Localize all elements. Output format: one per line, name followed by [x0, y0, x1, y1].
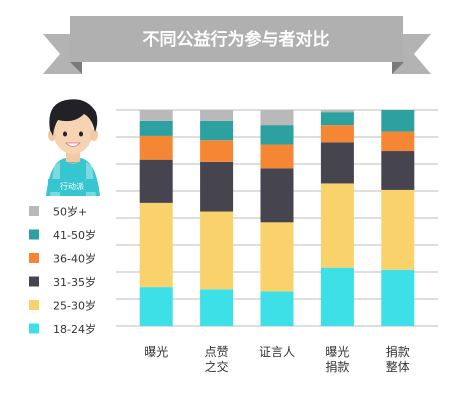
- legend-label: 36-40岁: [53, 252, 96, 266]
- bar-segment-4-series-6: [320, 110, 354, 113]
- bar-segment-1-series-4: [139, 135, 173, 160]
- legend-swatch: [29, 323, 39, 334]
- bar-segment-1-series-6: [139, 110, 173, 121]
- x-tick-label: 曝光: [144, 345, 168, 359]
- bar-segment-5-series-1: [381, 269, 415, 326]
- legend: 50岁+ 41-50岁 36-40岁 31-35岁 25-30岁 18-24岁: [29, 205, 96, 336]
- legend-label: 41-50岁: [53, 228, 96, 242]
- bar-segment-1-series-3: [139, 159, 173, 203]
- title-fold-right: [392, 62, 404, 74]
- bar-segment-2-series-5: [200, 120, 234, 141]
- x-tick-label: 捐款: [386, 345, 410, 359]
- bar-segment-3-series-5: [260, 125, 294, 145]
- legend-label: 18-24岁: [53, 322, 96, 336]
- badge: [48, 179, 96, 192]
- bar-segment-4-series-3: [320, 142, 354, 184]
- bar-segment-5-series-5: [381, 110, 415, 132]
- legend-swatch: [29, 253, 39, 263]
- title-banner: 不同公益行为参与者对比: [43, 16, 431, 74]
- bar-segment-1-series-2: [139, 202, 173, 288]
- legend-swatch: [29, 229, 39, 240]
- x-tick-label: 曝光: [325, 345, 349, 359]
- legend-label: 31-35岁: [53, 275, 96, 289]
- title-fold-left: [70, 62, 82, 74]
- legend-label: 50岁+: [53, 205, 87, 219]
- bar-segment-4-series-5: [320, 112, 354, 126]
- badge-label: 行动派: [60, 181, 84, 191]
- bar-segment-1-series-1: [139, 287, 173, 326]
- x-tick-label: 证言人: [259, 345, 295, 359]
- bars: [139, 110, 415, 326]
- bar-segment-2-series-2: [200, 211, 234, 290]
- bar-segment-2-series-3: [200, 161, 234, 212]
- bar-segment-4-series-1: [320, 267, 354, 326]
- bar-segment-3-series-6: [260, 110, 294, 126]
- bar-segment-2-series-6: [200, 110, 234, 121]
- legend-label: 25-30岁: [53, 299, 96, 313]
- bar-segment-1-series-5: [139, 120, 173, 136]
- legend-swatch: [29, 206, 39, 216]
- legend-swatch: [29, 276, 39, 287]
- bar-segment-3-series-1: [260, 291, 294, 326]
- bar-segment-2-series-4: [200, 140, 234, 162]
- legend-swatch: [29, 300, 39, 310]
- chart-title: 不同公益行为参与者对比: [143, 29, 330, 50]
- x-tick-label: 捐款: [325, 360, 349, 374]
- bar-segment-3-series-3: [260, 168, 294, 223]
- bar-segment-5-series-4: [381, 131, 415, 152]
- bar-segment-2-series-1: [200, 289, 234, 326]
- bar-segment-4-series-4: [320, 125, 354, 143]
- x-tick-label: 之交: [205, 359, 229, 374]
- bar-segment-5-series-2: [381, 189, 415, 270]
- bar-segment-4-series-2: [320, 183, 354, 268]
- x-tick-label: 整体: [386, 359, 410, 374]
- bar-segment-5-series-3: [381, 151, 415, 190]
- x-tick-label: 点赞: [205, 345, 229, 359]
- avatar: 行动派: [46, 99, 100, 196]
- title-box: [70, 16, 403, 62]
- bar-segment-3-series-4: [260, 144, 294, 169]
- bar-segment-3-series-2: [260, 222, 294, 292]
